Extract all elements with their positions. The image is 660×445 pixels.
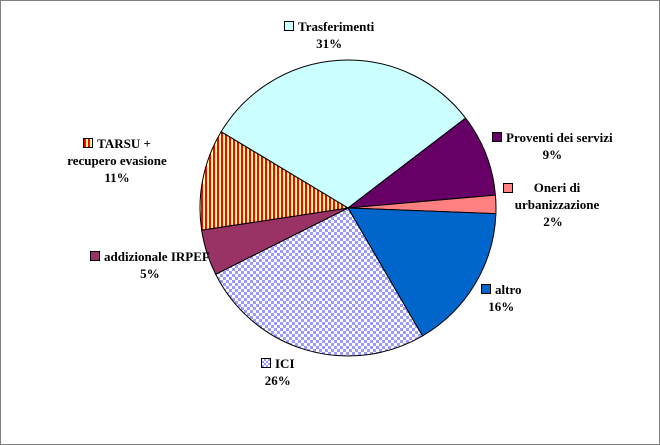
legend-swatch-oneri — [503, 183, 513, 193]
slice-label: Oneri di urbanizzazione — [514, 180, 600, 212]
pie-slice-proventi-dei-servizi — [346, 117, 496, 209]
label-trasferimenti: Trasferimenti 31% — [284, 18, 374, 52]
label-tarsu: TARSU + recupero evasione 11% — [67, 135, 167, 186]
label-altro: altro 16% — [481, 281, 521, 315]
pie-slice-tarsu-recupero-evasione — [199, 131, 350, 231]
label-addizionale: addizionale IRPEF 5% — [90, 248, 210, 282]
slice-pct: 16% — [488, 299, 515, 314]
legend-swatch-trasferimenti — [284, 21, 294, 31]
pie-slice-trasferimenti — [220, 59, 467, 209]
slice-pct: 9% — [542, 147, 563, 162]
legend-swatch-addizionale — [90, 251, 100, 261]
slice-pct: 26% — [264, 373, 291, 388]
pie-slice-altro — [347, 207, 497, 337]
label-ici: ICI 26% — [261, 355, 295, 389]
label-proventi: Proventi dei servizi 9% — [492, 129, 613, 163]
slice-pct: 2% — [543, 214, 563, 229]
slice-label: altro — [495, 282, 522, 297]
slice-label: TARSU + recupero evasione — [67, 136, 167, 168]
pie-slice-ici — [214, 207, 424, 357]
legend-swatch-proventi — [492, 132, 502, 142]
slice-pct: 5% — [140, 266, 160, 281]
slice-label: Trasferimenti — [298, 19, 375, 34]
legend-swatch-tarsu — [83, 138, 94, 148]
slice-pct: 31% — [316, 36, 343, 51]
slice-label: ICI — [275, 356, 295, 371]
label-oneri: Oneri di urbanizzazione 2% — [501, 179, 605, 230]
legend-swatch-altro — [481, 284, 491, 294]
slice-label: Proventi dei servizi — [506, 130, 613, 145]
slice-label: addizionale IRPEF — [104, 249, 210, 264]
legend-swatch-ici — [261, 358, 271, 368]
slice-pct: 11% — [104, 170, 130, 185]
